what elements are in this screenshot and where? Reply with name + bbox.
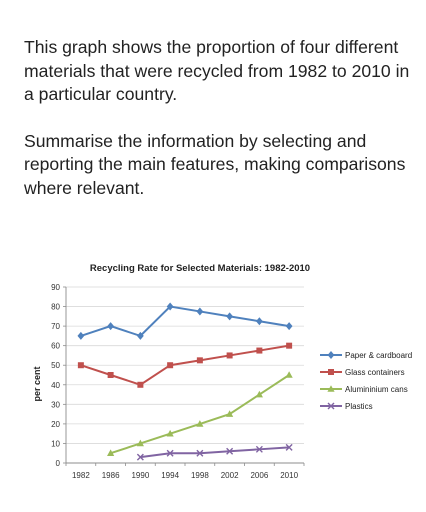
axes: 0 10 20 30 40 50 60 70 80 90 1982 1986 1990 1994 1998 2… [51, 283, 305, 480]
x-marker-stroke [226, 447, 234, 455]
data-point [136, 453, 144, 461]
y-tick-label: 10 [51, 439, 60, 448]
series-plastics [136, 443, 293, 461]
x-marker-stroke [327, 402, 335, 410]
x-tick-label: 1982 [72, 471, 90, 480]
y-tick-label: 90 [51, 283, 60, 292]
data-point [226, 312, 234, 321]
legend-marker [327, 385, 335, 392]
legend-item: Paper & cardboard [320, 351, 412, 360]
series-line [140, 446, 290, 459]
data-point [226, 352, 233, 359]
data-point [196, 449, 204, 457]
y-tick-label: 30 [51, 400, 60, 409]
series-alumininium-cans [107, 371, 293, 457]
data-point [107, 372, 114, 378]
data-point [166, 302, 174, 311]
data-point [196, 357, 203, 364]
chart-container: Recycling Rate for Selected Materials: 1… [30, 256, 424, 502]
y-tick-label: 60 [51, 342, 60, 351]
data-point [167, 362, 174, 369]
series-line [80, 344, 290, 386]
legend-label: Paper & cardboard [345, 351, 412, 360]
data-point [77, 362, 84, 369]
data-point [285, 371, 293, 378]
x-tick-label: 2010 [280, 471, 298, 480]
x-marker-stroke [136, 453, 144, 461]
legend-marker [327, 351, 335, 359]
series-glass-containers [77, 342, 293, 388]
x-tick-label: 2006 [250, 471, 268, 480]
x-marker-stroke [285, 443, 293, 451]
data-point [285, 443, 293, 451]
y-tick-label: 20 [51, 420, 60, 429]
data-point [136, 331, 144, 340]
data-point [196, 420, 204, 427]
series [77, 302, 293, 461]
x-tick-label: 2002 [221, 471, 239, 480]
x-tick-label: 1998 [191, 471, 209, 480]
data-point [107, 322, 115, 331]
chart-title: Recycling Rate for Selected Materials: 1… [90, 263, 310, 274]
data-point [226, 447, 234, 455]
legend-marker [327, 402, 335, 410]
gridlines [66, 286, 304, 444]
x-tick-label: 1994 [161, 471, 179, 480]
y-tick-label: 70 [51, 322, 60, 331]
data-point [256, 347, 263, 354]
x-marker-stroke [255, 445, 263, 453]
series-line [80, 305, 290, 338]
y-tick-label: 80 [51, 303, 60, 312]
data-point [137, 381, 144, 388]
legend-marker [328, 369, 334, 375]
y-axis-label: per cent [32, 366, 42, 401]
data-point [226, 410, 234, 417]
legend-label: Alumininium cans [345, 385, 408, 394]
data-point [136, 439, 144, 447]
data-point [285, 322, 293, 331]
legend-label: Plastics [345, 402, 373, 411]
line-chart: Recycling Rate for Selected Materials: 1… [32, 263, 412, 480]
y-tick-label: 50 [51, 361, 60, 370]
series-paper-cardboard [77, 302, 293, 340]
data-point [107, 449, 115, 457]
legend-item: Glass containers [320, 368, 405, 377]
x-marker-stroke [166, 449, 174, 457]
data-point [196, 307, 204, 316]
y-tick-label: 0 [56, 459, 61, 468]
data-point [166, 429, 174, 437]
x-tick-label: 1990 [131, 471, 149, 480]
task-paragraph-1: This graph shows the proportion of four … [24, 37, 410, 104]
data-point [255, 390, 263, 398]
data-point [77, 331, 85, 340]
task-prompt: This graph shows the proportion of four … [24, 36, 414, 223]
legend: Paper & cardboard Glass containers Alumini… [320, 351, 412, 411]
x-marker-stroke [196, 449, 204, 457]
data-point [166, 449, 174, 457]
data-point [286, 342, 293, 349]
data-point [255, 445, 263, 453]
x-tick-label: 1986 [102, 471, 120, 480]
data-point [255, 317, 263, 326]
legend-item: Alumininium cans [320, 385, 408, 394]
y-tick-label: 40 [51, 381, 60, 390]
legend-item: Plastics [320, 402, 373, 411]
legend-label: Glass containers [345, 368, 405, 377]
task-paragraph-2: Summarise the information by selecting a… [24, 130, 406, 198]
